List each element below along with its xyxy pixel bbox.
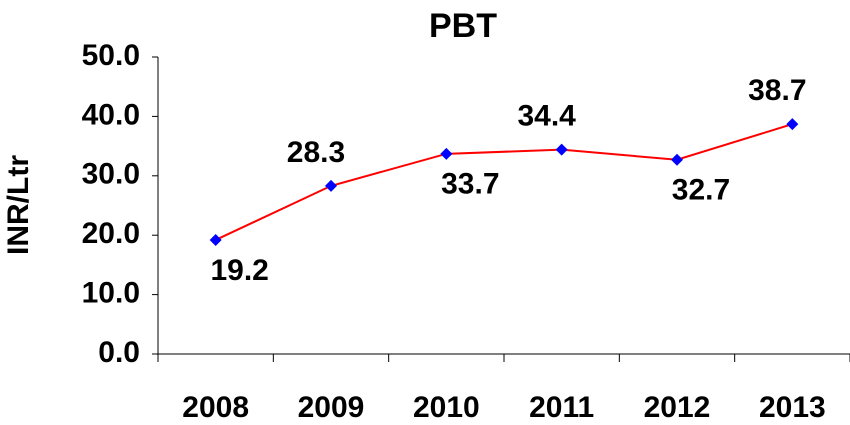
marker xyxy=(209,233,222,246)
marker xyxy=(555,143,568,156)
series-line xyxy=(215,123,793,241)
marker xyxy=(325,179,337,192)
data-label: 28.3 xyxy=(287,136,345,169)
y-tick-label: 20.0 xyxy=(82,217,140,250)
y-axis-label: INR/Ltr xyxy=(2,155,35,255)
x-tick-label: 2008 xyxy=(182,391,249,424)
marker xyxy=(786,118,799,131)
data-label: 34.4 xyxy=(517,100,576,133)
y-tick-label: 40.0 xyxy=(82,98,140,131)
x-tick-label: 2011 xyxy=(529,391,594,424)
x-tick-label: 2013 xyxy=(759,391,826,424)
marker xyxy=(440,147,453,160)
x-tick-label: 2009 xyxy=(298,391,365,424)
y-tick-label: 30.0 xyxy=(82,158,140,191)
x-tick-label: 2012 xyxy=(644,391,711,424)
data-label: 33.7 xyxy=(441,168,499,201)
data-label: 38.7 xyxy=(748,74,806,107)
data-label: 19.2 xyxy=(210,254,268,287)
chart-title: PBT xyxy=(429,7,497,45)
y-tick-label: 10.0 xyxy=(82,277,140,310)
x-tick-label: 2010 xyxy=(413,391,480,424)
y-tick-label: 0.0 xyxy=(98,336,140,369)
data-label: 32.7 xyxy=(672,174,730,207)
marker xyxy=(671,153,683,166)
y-tick-label: 50.0 xyxy=(82,39,140,72)
